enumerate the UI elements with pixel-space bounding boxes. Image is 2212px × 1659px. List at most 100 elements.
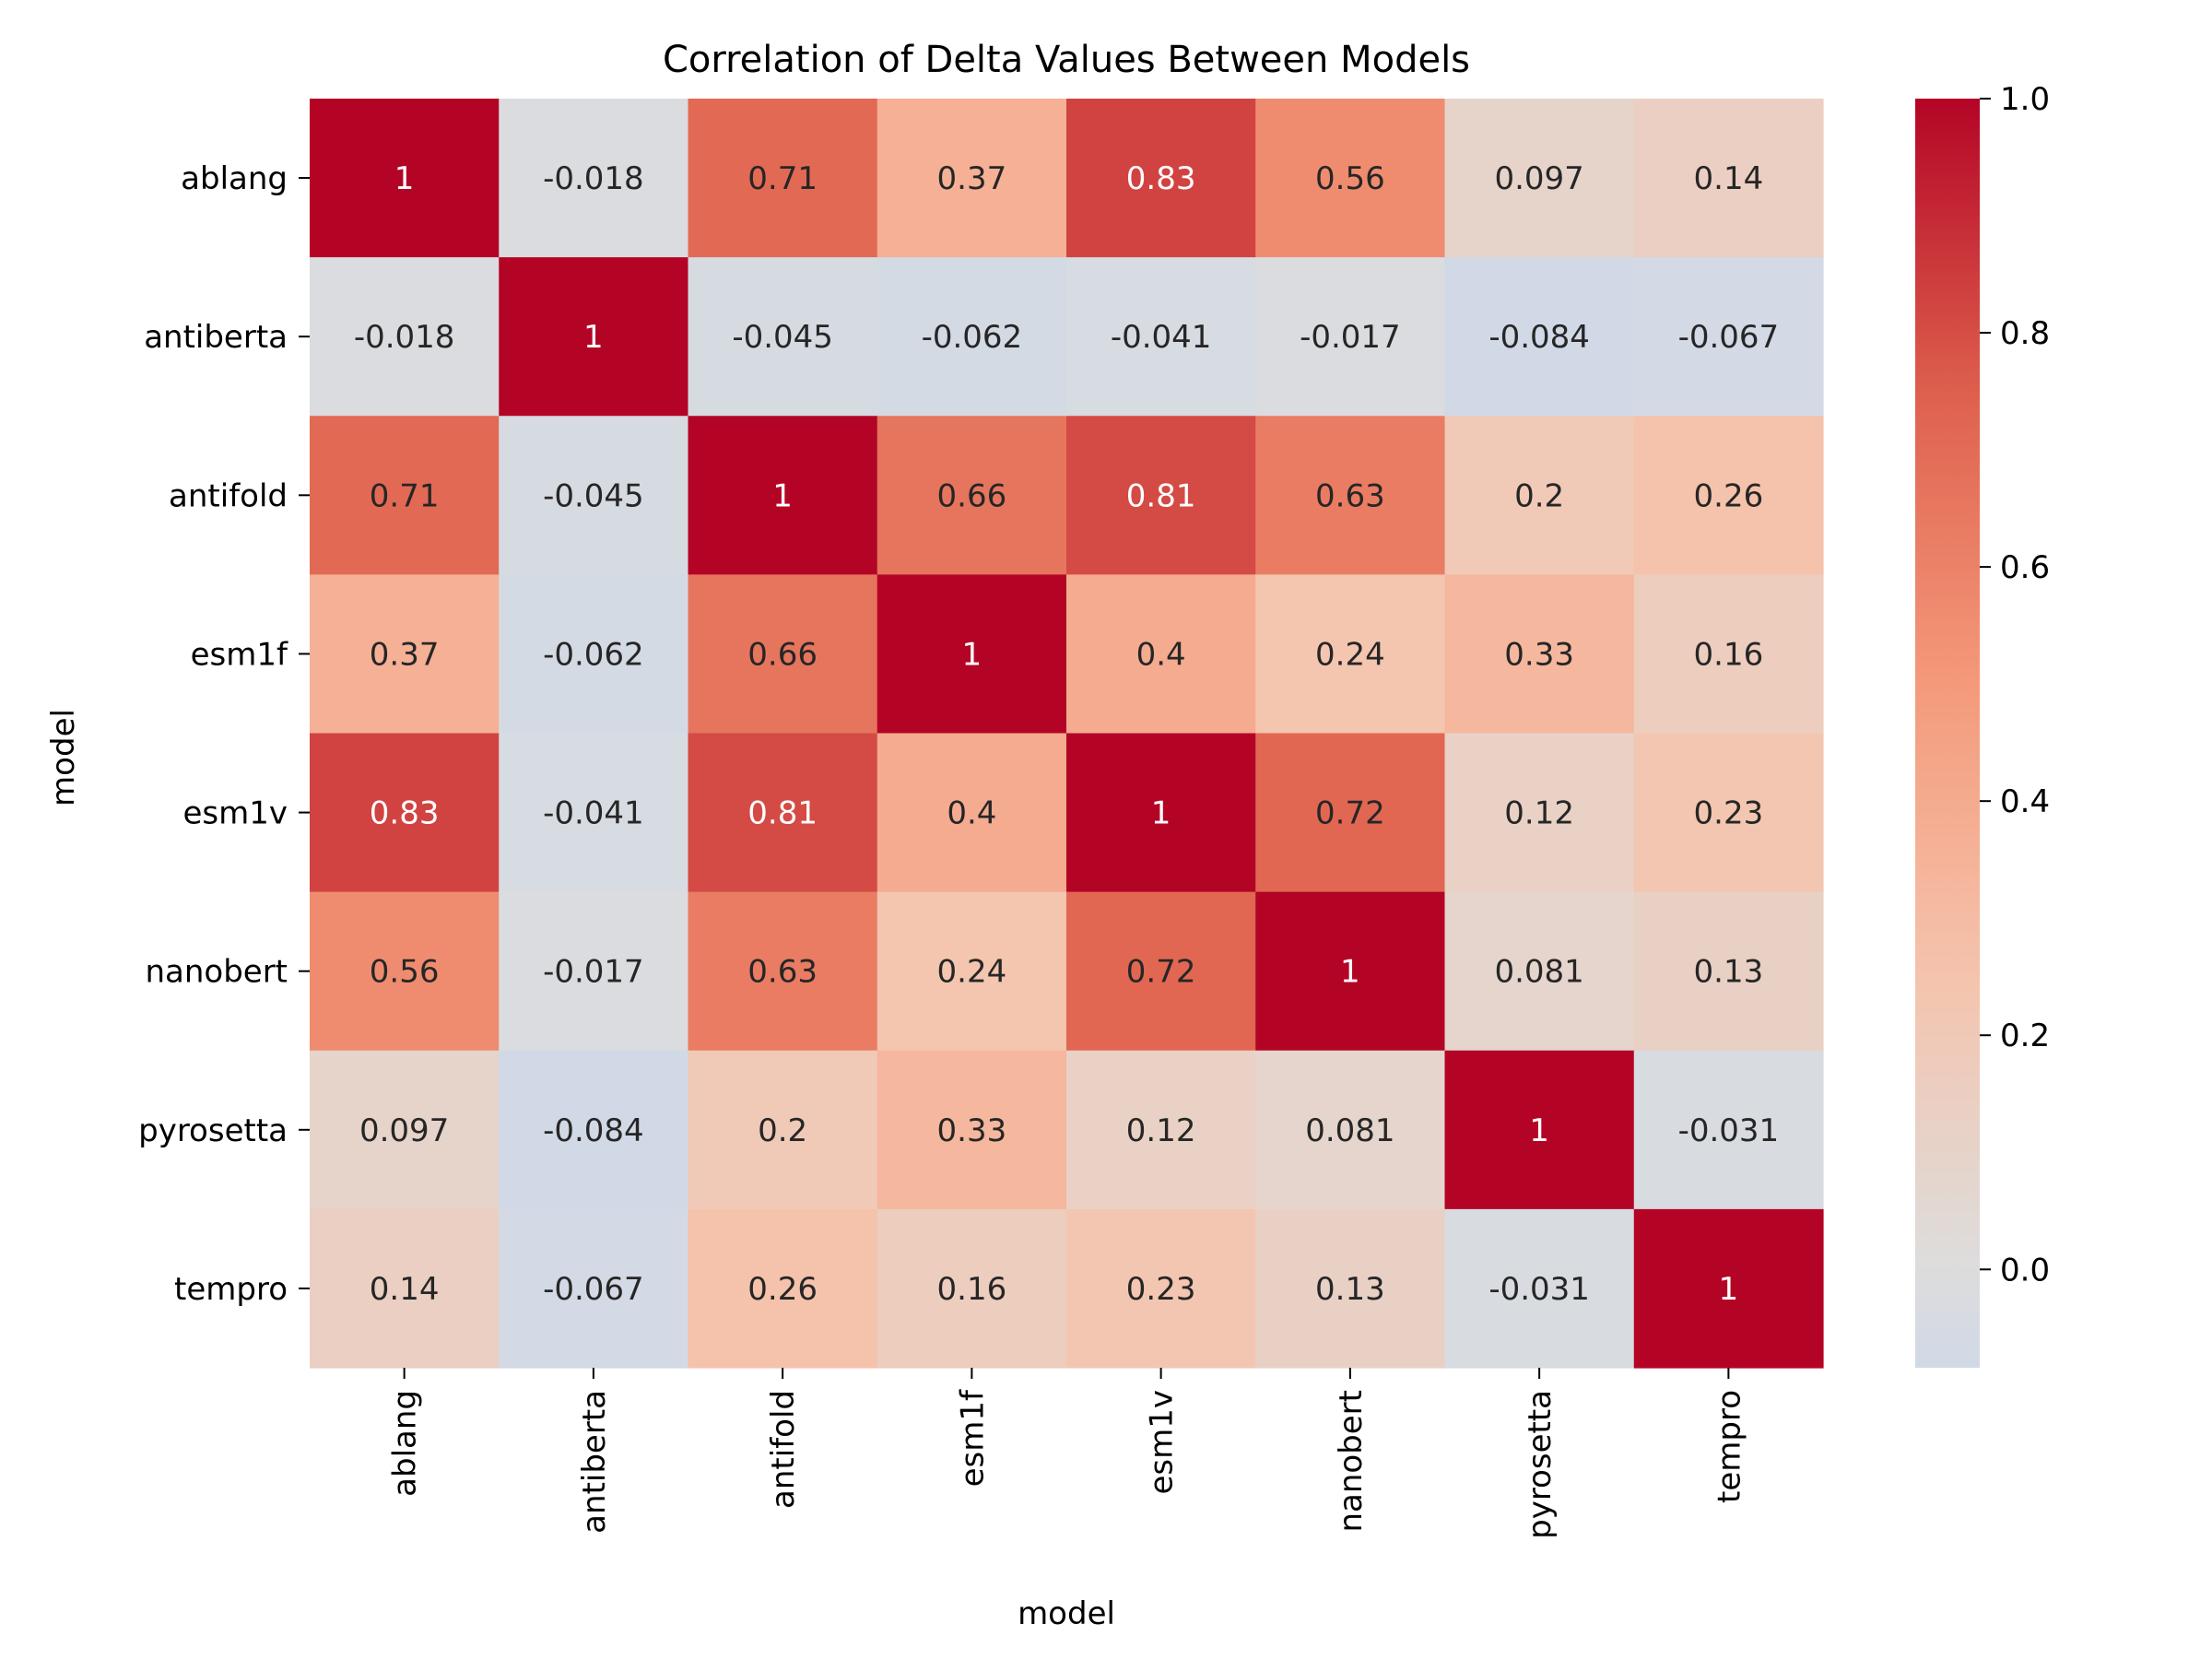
cell-value-label: 1 [1529, 1112, 1549, 1149]
heatmap-cell [1444, 574, 1635, 735]
cell-value-label: 0.23 [1694, 795, 1764, 832]
heatmap-cell [1066, 257, 1256, 417]
cell-value-label: -0.031 [1678, 1112, 1780, 1149]
heatmap-cell [1444, 99, 1635, 258]
cell-value-label: 1 [1340, 954, 1360, 991]
cell-value-label: -0.045 [732, 319, 833, 356]
heatmap-cell [877, 416, 1067, 575]
heatmap-cell [877, 1208, 1067, 1369]
heatmap-cell [1444, 416, 1635, 575]
heatmap-cell [688, 891, 878, 1052]
cell-value-label: 0.72 [1315, 795, 1385, 832]
heatmap-cell [499, 416, 689, 575]
cell-value-label: 0.081 [1494, 954, 1583, 991]
heatmap-cell [1444, 1208, 1635, 1369]
heatmap-cell [1066, 733, 1256, 893]
heatmap-cell [1633, 257, 1824, 417]
heatmap-cell [1444, 733, 1635, 893]
heatmap-cell [499, 257, 689, 417]
heatmap-cell [1633, 891, 1824, 1052]
cell-value-label: 0.63 [747, 954, 818, 991]
cell-value-label: 0.097 [1494, 160, 1583, 197]
cell-value-label: -0.018 [354, 319, 455, 356]
cell-value-label: 1 [1151, 795, 1171, 832]
heatmap-cell [310, 1050, 500, 1210]
cell-value-label: 0.4 [947, 795, 996, 832]
heatmap-cell [310, 574, 500, 735]
heatmap-cell [499, 99, 689, 258]
cell-value-label: 0.56 [1315, 160, 1385, 197]
heatmap-cell [1066, 1208, 1256, 1369]
cell-value-label: 0.26 [747, 1271, 818, 1308]
cell-value-label: 0.2 [1514, 477, 1564, 514]
colorbar-tick-label: 0.6 [2000, 549, 2050, 586]
y-axis-ticks: ablang antiberta antifold esm1f esm1v nanober… [138, 160, 310, 1308]
colorbar-tick-label: 0.8 [2000, 315, 2050, 352]
heatmap-cell [688, 99, 878, 258]
cell-value-label: 0.16 [1694, 636, 1764, 673]
cell-value-label: 0.16 [937, 1271, 1007, 1308]
colorbar-gradient [1915, 99, 1980, 1368]
heatmap-cell [1066, 574, 1256, 735]
cell-value-label: -0.062 [922, 319, 1023, 356]
cell-value-label: -0.062 [543, 636, 644, 673]
y-tick-label: nanobert [145, 954, 288, 991]
heatmap-cell [688, 257, 878, 417]
x-axis-label: model [1018, 1595, 1115, 1632]
x-tick-label: tempro [1711, 1390, 1747, 1503]
cell-value-label: 0.72 [1126, 954, 1196, 991]
cell-value-label: 0.37 [370, 636, 440, 673]
y-tick-label: antifold [169, 477, 288, 514]
y-tick-label: pyrosetta [138, 1112, 288, 1149]
cell-value-label: 1 [583, 319, 604, 356]
cell-value-label: 0.37 [937, 160, 1007, 197]
heatmap-cell [1633, 416, 1824, 575]
x-tick-label: esm1f [954, 1389, 991, 1487]
colorbar-tick-label: 1.0 [2000, 81, 2050, 118]
y-tick-label: esm1v [182, 795, 288, 832]
x-tick-label: antiberta [576, 1390, 613, 1534]
cell-value-label: -0.017 [543, 954, 644, 991]
cell-value-label: 0.66 [937, 477, 1007, 514]
y-axis-label: model [45, 709, 82, 806]
cell-value-label: 0.81 [747, 795, 818, 832]
cell-value-label: 0.12 [1126, 1112, 1196, 1149]
cell-value-label: 0.24 [937, 954, 1007, 991]
heatmap-cell [1633, 1050, 1824, 1210]
cell-value-label: 0.097 [359, 1112, 449, 1149]
chart-title: Correlation of Delta Values Between Mode… [663, 39, 1470, 81]
cell-value-label: 0.2 [758, 1112, 807, 1149]
colorbar-tick-label: 0.4 [2000, 783, 2050, 820]
y-tick-label: ablang [181, 160, 288, 197]
cell-value-label: -0.067 [1678, 319, 1780, 356]
colorbar: 0.0 0.2 0.4 0.6 0.8 1.0 [1915, 81, 2050, 1368]
x-tick-label: pyrosetta [1522, 1390, 1559, 1539]
cell-value-label: 0.13 [1694, 954, 1764, 991]
cell-value-label: -0.017 [1300, 319, 1401, 356]
x-tick-label: esm1v [1144, 1390, 1181, 1495]
cell-value-label: 0.81 [1126, 477, 1196, 514]
cell-value-label: 0.56 [370, 954, 440, 991]
x-tick-label: antifold [765, 1390, 802, 1509]
heatmap-cell [310, 416, 500, 575]
cell-value-label: -0.084 [543, 1112, 644, 1149]
heatmap-cell [499, 733, 689, 893]
heatmap-cell [877, 99, 1067, 258]
cell-value-label: 0.71 [370, 477, 440, 514]
x-axis-ticks: ablang antiberta antifold esm1f esm1v nanober… [387, 1368, 1747, 1539]
heatmap-cell [1066, 891, 1256, 1052]
heatmap-cell [1255, 733, 1446, 893]
cell-value-label: -0.084 [1488, 319, 1590, 356]
heatmap-cell [688, 574, 878, 735]
heatmap-cell [499, 574, 689, 735]
cell-value-label: 0.71 [747, 160, 818, 197]
cell-value-label: 1 [394, 160, 415, 197]
cell-value-label: 0.13 [1315, 1271, 1385, 1308]
cell-value-label: -0.018 [543, 160, 644, 197]
cell-value-label: 0.83 [370, 795, 440, 832]
cell-value-label: 1 [1719, 1271, 1739, 1308]
heatmap-cell [1066, 1050, 1256, 1210]
cell-value-label: 1 [772, 477, 793, 514]
y-tick-label: tempro [174, 1271, 288, 1308]
colorbar-tick-label: 0.0 [2000, 1252, 2050, 1288]
